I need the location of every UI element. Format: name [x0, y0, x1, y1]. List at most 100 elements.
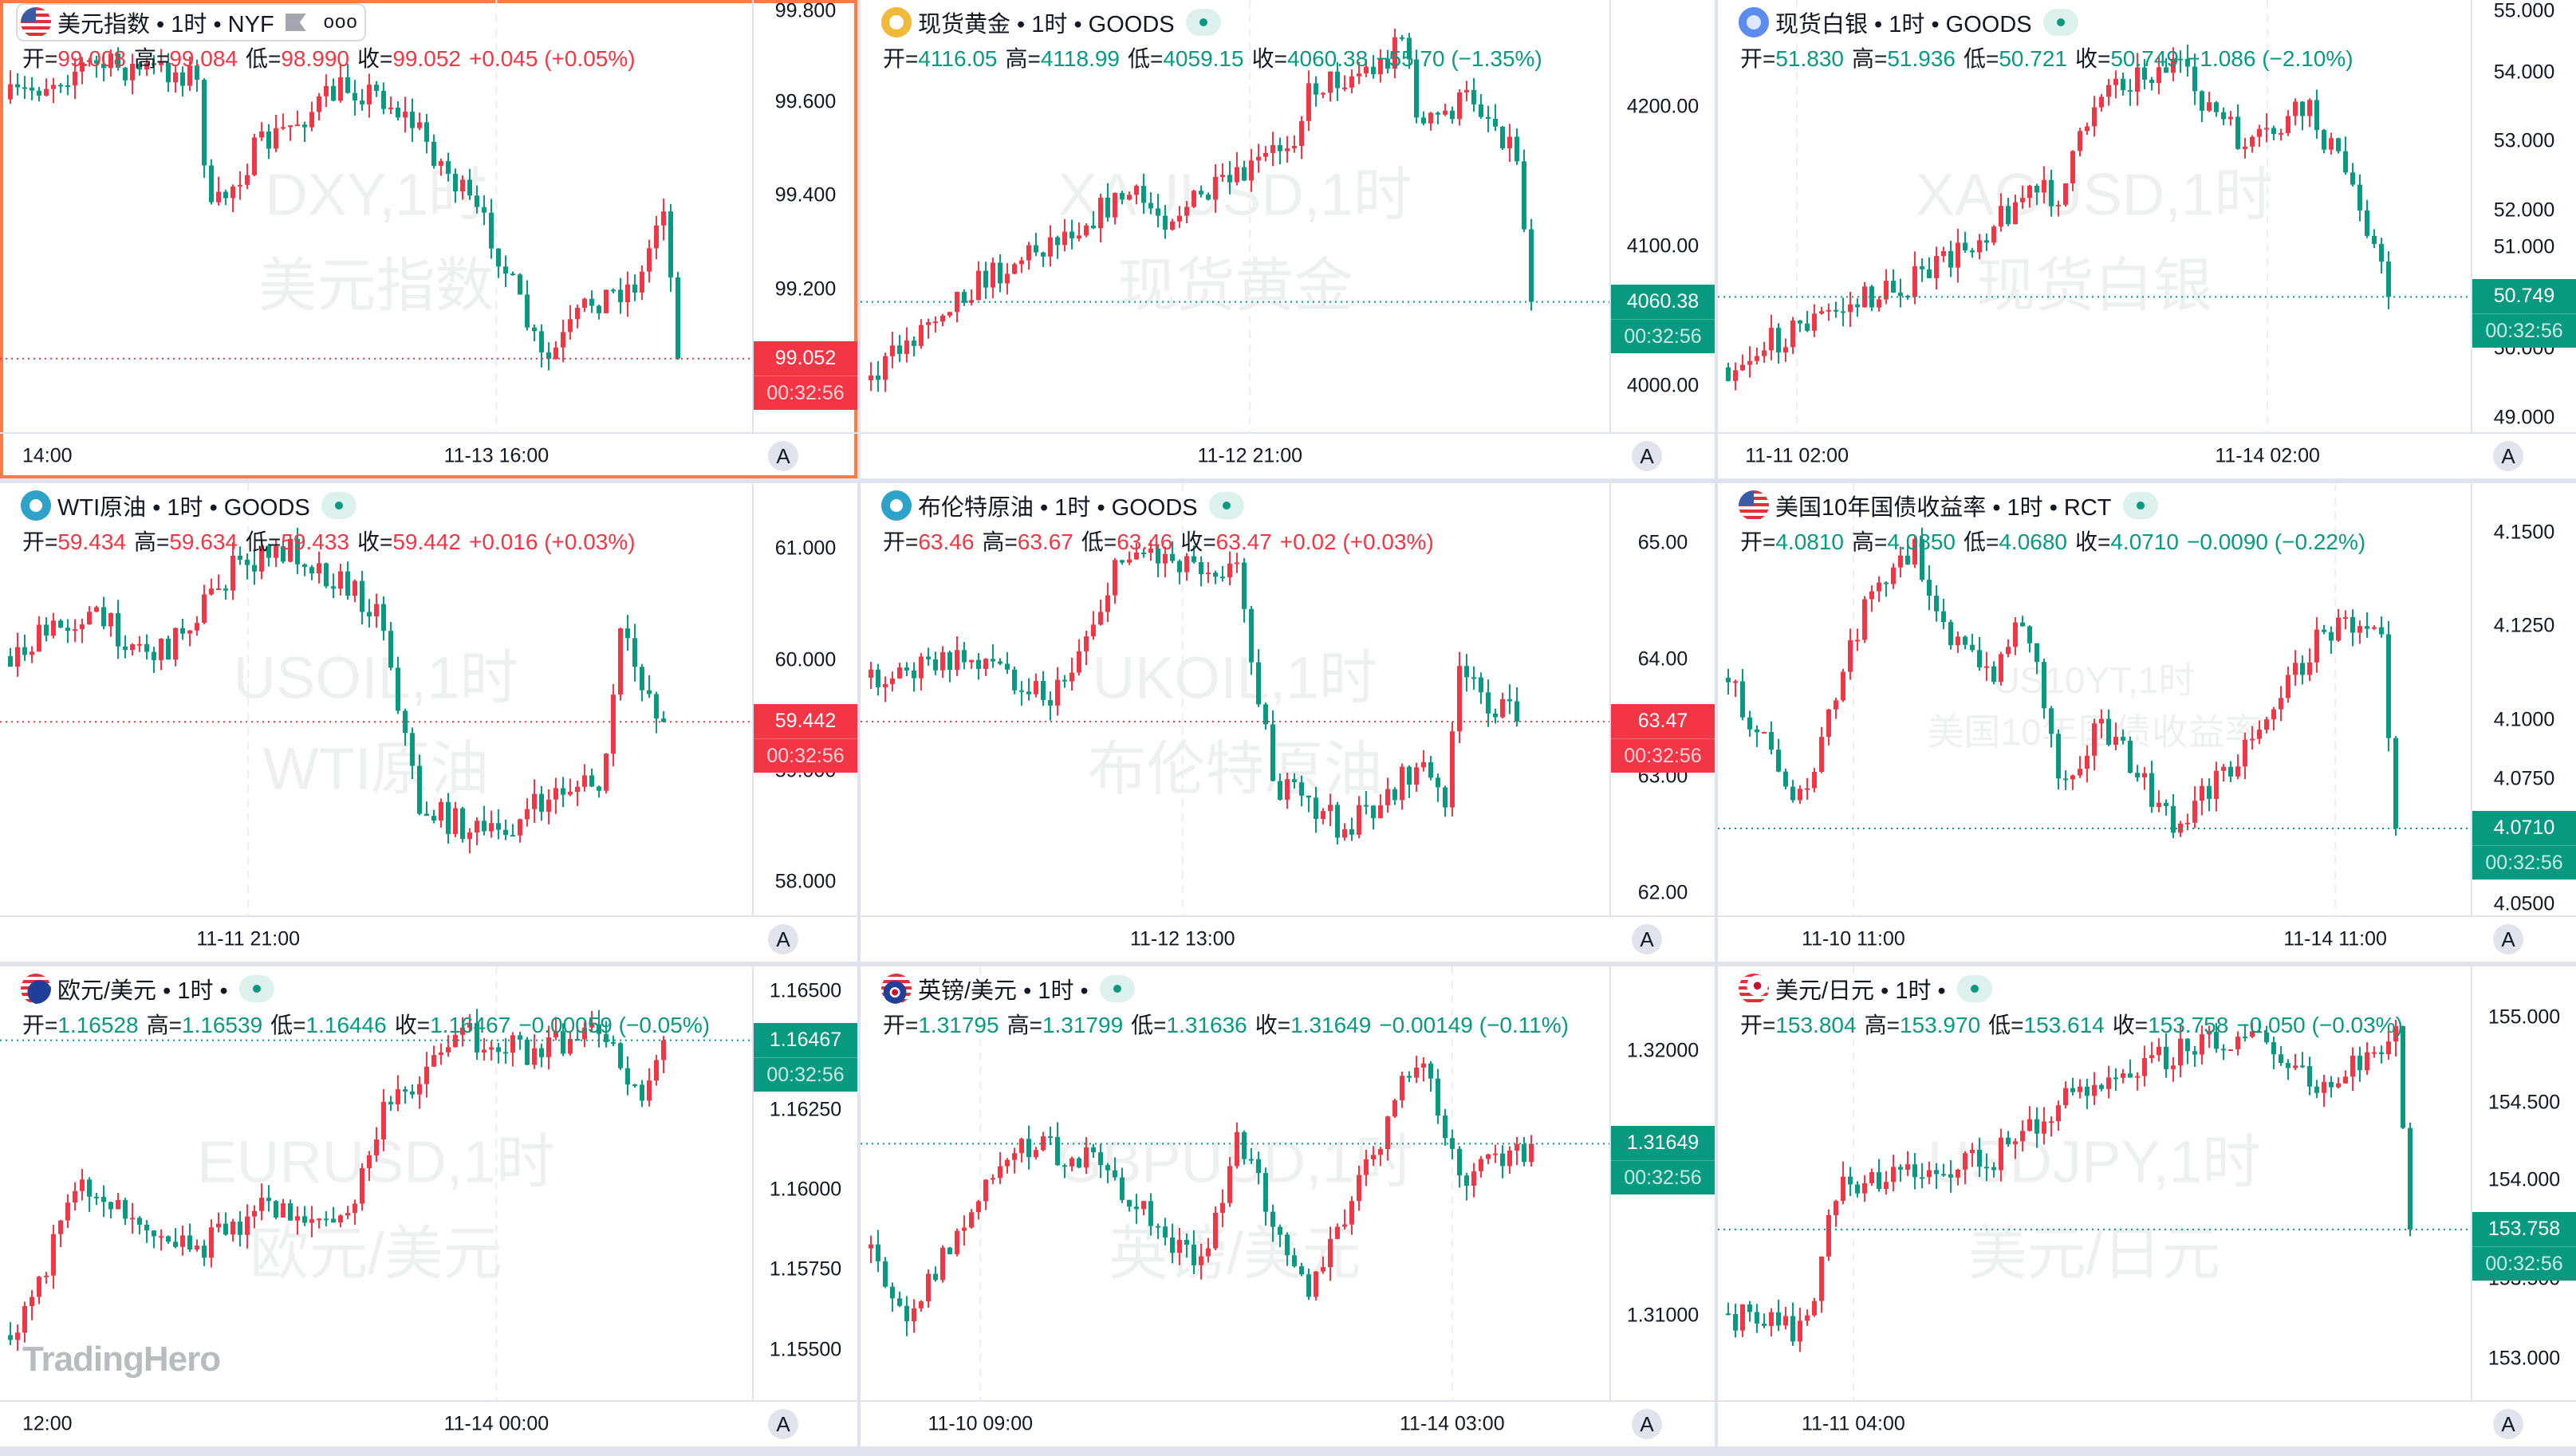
candle-body: [1457, 1148, 1462, 1176]
price-axis[interactable]: 65.00 64.00 63.00 62.00 63.47 00:32:56: [1609, 483, 1715, 915]
candle-body: [1062, 1165, 1067, 1167]
auto-scale-button[interactable]: A: [2493, 924, 2523, 954]
candle-body: [1421, 117, 1426, 124]
price-axis[interactable]: 55.000 54.000 53.000 52.000 51.000 50.000 49.0…: [2471, 0, 2576, 432]
candle-body: [912, 340, 916, 346]
time-axis[interactable]: 11-12 21:00 A: [861, 432, 1715, 478]
chart-panel[interactable]: EURUSD,1时 欧元/美元 欧元/美元 • 1时 • 开=1.16528 高=1.1…: [0, 966, 857, 1446]
symbol-title[interactable]: 布伦特原油 • 1时 • GOODS: [878, 488, 1251, 523]
candle-body: [331, 586, 336, 589]
time-axis[interactable]: 14:00 11-13 16:00 A: [0, 432, 857, 478]
candle-body: [381, 604, 386, 632]
candle-body: [2157, 1046, 2161, 1056]
auto-scale-button[interactable]: A: [768, 924, 798, 954]
chart-panel[interactable]: USDJPY,1时 美元/日元 美元/日元 • 1时 • 开=153.804 高=153…: [1718, 966, 2576, 1446]
auto-scale-button[interactable]: A: [768, 1409, 798, 1439]
price-axis[interactable]: 1.32000 1.31000 1.31649 00:32:56: [1609, 966, 1715, 1400]
candle-body: [1869, 1172, 1874, 1183]
symbol-name[interactable]: 美元指数 • 1时 • NYF: [57, 12, 274, 37]
price-axis[interactable]: 155.000154.500154.000153.500153.000153.7…: [2471, 966, 2576, 1400]
ohlc-label-close: 收=: [2112, 1013, 2149, 1037]
symbol-title[interactable]: WTI原油 • 1时 • GOODS: [18, 488, 363, 523]
candle-body: [137, 64, 142, 70]
price-axis[interactable]: 4.1500 4.1250 4.1000 4.0750 4.0500 4.0710 00:3…: [2471, 483, 2576, 915]
auto-scale-button[interactable]: A: [1632, 441, 1662, 471]
candle-body: [1249, 1159, 1254, 1161]
candle-body: [1206, 573, 1211, 575]
ohlc-label-high: 高=: [982, 529, 1018, 554]
auto-scale-button[interactable]: A: [1632, 924, 1662, 954]
candle-body: [1019, 690, 1024, 692]
symbol-name[interactable]: 美元/日元 • 1时 •: [1775, 978, 1946, 1004]
last-price-value: 1.31649: [1611, 1126, 1715, 1162]
symbol-name[interactable]: 欧元/美元 • 1时 •: [57, 978, 228, 1004]
candle-body: [2264, 128, 2269, 130]
time-axis[interactable]: 11-11 02:00 11-14 02:00 A: [1718, 432, 2576, 478]
candle-body: [503, 1052, 508, 1054]
symbol-name[interactable]: 现货黄金 • 1时 • GOODS: [918, 12, 1175, 37]
price-tick-label: 1.32000: [1626, 1039, 1700, 1062]
symbol-title[interactable]: 美元指数 • 1时 • NYF ooo: [18, 5, 364, 40]
time-axis[interactable]: 11-11 04:00 A: [1718, 1400, 2576, 1446]
ohlc-label-close: 收=: [2075, 46, 2111, 71]
candle-body: [589, 775, 594, 787]
candle-body: [489, 823, 494, 832]
candle-body: [1005, 273, 1010, 284]
auto-scale-button[interactable]: A: [2493, 441, 2523, 471]
symbol-title[interactable]: 美国10年国债收益率 • 1时 • RCT: [1735, 488, 2164, 523]
symbol-name[interactable]: 现货白银 • 1时 • GOODS: [1775, 12, 2032, 37]
candle-body: [65, 85, 70, 87]
chart-panel[interactable]: XAUUSD,1时 现货黄金 现货黄金 • 1时 • GOODS 开=4116.05 高…: [861, 0, 1715, 478]
us-flag-icon: [21, 7, 51, 37]
chart-panel[interactable]: XAGUSD,1时 现货白银 现货白银 • 1时 • GOODS 开=51.830 高=…: [1718, 0, 2576, 478]
time-axis[interactable]: 11-12 13:00 A: [861, 915, 1715, 962]
time-axis[interactable]: 11-10 11:00 11-14 11:00 A: [1718, 915, 2576, 962]
candle-body: [467, 832, 472, 840]
price-tick-label: 60.000: [774, 648, 837, 671]
time-axis[interactable]: 11-10 09:00 11-14 03:00 A: [861, 1400, 1715, 1446]
price-axis[interactable]: 99.800 99.600 99.400 99.200 99.052 00:32:56: [752, 0, 857, 432]
candle-body: [1349, 76, 1354, 88]
candle-body: [546, 799, 551, 813]
price-tick-label: 62.00: [1637, 881, 1688, 904]
symbol-name[interactable]: 英镑/美元 • 1时 •: [918, 978, 1089, 1004]
symbol-title[interactable]: 美元/日元 • 1时 •: [1735, 971, 1999, 1006]
symbol-name[interactable]: 布伦特原油 • 1时 • GOODS: [918, 495, 1198, 521]
symbol-name[interactable]: 美国10年国债收益率 • 1时 • RCT: [1775, 495, 2112, 521]
symbol-name[interactable]: WTI原油 • 1时 • GOODS: [57, 495, 310, 521]
chart-panel[interactable]: US10YT,1时 美国10年国债收益率 美国10年国债收益率 • 1时 • RCT…: [1718, 483, 2576, 962]
candle-body: [424, 1066, 429, 1084]
candle-body: [281, 127, 286, 129]
candle-body: [1098, 612, 1103, 625]
candle-body: [1956, 1169, 1960, 1178]
candle-body: [1163, 553, 1168, 564]
price-axis[interactable]: 1.16500 1.16250 1.16000 1.15750 1.15500 1.164…: [752, 966, 857, 1400]
time-axis[interactable]: 12:00 11-14 00:00 A: [0, 1400, 857, 1446]
chart-panel[interactable]: UKOIL,1时 布伦特原油 布伦特原油 • 1时 • GOODS 开=63.46 高=…: [861, 483, 1715, 962]
candle-body: [1084, 225, 1089, 236]
symbol-title[interactable]: 欧元/美元 • 1时 •: [18, 971, 281, 1006]
bookmark-flag-icon[interactable]: [285, 14, 306, 31]
chart-panel[interactable]: DXY,1时 美元指数 美元指数 • 1时 • NYF ooo 开=99.008 高=99…: [0, 0, 857, 478]
candle-body: [1912, 538, 1917, 565]
candle-body: [309, 567, 314, 574]
auto-scale-button[interactable]: A: [2493, 1409, 2523, 1439]
silver-icon: [1739, 7, 1769, 37]
market-open-status-icon: [1185, 9, 1221, 36]
symbol-title[interactable]: 现货黄金 • 1时 • GOODS: [878, 5, 1227, 40]
candle-body: [2221, 112, 2226, 120]
chart-panel[interactable]: USOIL,1时 WTI原油 WTI原油 • 1时 • GOODS 开=59.434 高…: [0, 483, 857, 962]
auto-scale-button[interactable]: A: [1632, 1409, 1662, 1439]
candle-body: [1522, 161, 1526, 230]
more-options-button[interactable]: ooo: [323, 11, 358, 33]
symbol-title[interactable]: 英镑/美元 • 1时 •: [878, 971, 1141, 1006]
price-axis[interactable]: 4200.00 4100.00 4000.00 4060.38 00:32:56: [1609, 0, 1715, 432]
candle-body: [1479, 677, 1483, 693]
auto-scale-button[interactable]: A: [768, 441, 798, 471]
candle-body: [216, 191, 221, 203]
candle-body: [2164, 67, 2168, 73]
symbol-title[interactable]: 现货白银 • 1时 • GOODS: [1735, 5, 2085, 40]
time-axis[interactable]: 11-11 21:00 A: [0, 915, 857, 962]
